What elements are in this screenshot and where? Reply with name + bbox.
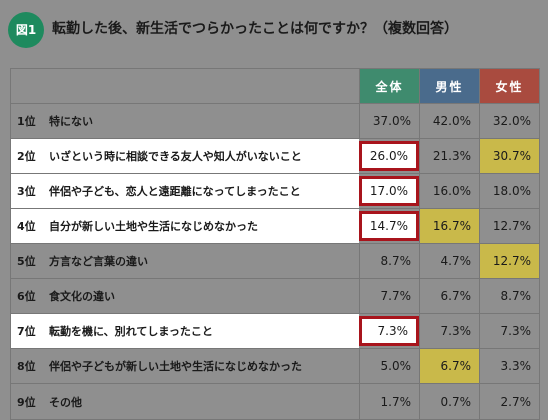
- rank: 6位: [17, 290, 36, 303]
- cell-male: 42.0%: [419, 104, 479, 138]
- header-blank: [11, 69, 359, 103]
- item-text: 食文化の違い: [49, 290, 115, 303]
- row-label: 5位 方言など言葉の違い: [11, 244, 359, 278]
- cell-all: 5.0%: [359, 349, 419, 383]
- rank: 7位: [17, 325, 36, 338]
- cell-all: 8.7%: [359, 244, 419, 278]
- cell-female: 12.7%: [479, 209, 539, 243]
- table-row: 7位 転勤を機に、別れてしまったこと 7.3% 7.3% 7.3%: [11, 314, 539, 349]
- table-row: 3位 伴侶や子ども、恋人と遠距離になってしまったこと 17.0% 16.0% 18…: [11, 174, 539, 209]
- row-label: 1位 特にない: [11, 104, 359, 138]
- cell-all: 26.0%: [359, 141, 419, 171]
- row-label: 6位 食文化の違い: [11, 279, 359, 313]
- item-text: 伴侶や子どもが新しい土地や生活になじめなかった: [49, 360, 302, 373]
- cell-female: 12.7%: [479, 244, 539, 278]
- cell-all: 1.7%: [359, 384, 419, 419]
- table-row: 4位 自分が新しい土地や生活になじめなかった 14.7% 16.7% 12.7%: [11, 209, 539, 244]
- row-label: 9位 その他: [11, 384, 359, 419]
- item-text: いざという時に相談できる友人や知人がいないこと: [49, 150, 302, 163]
- table-row: 2位 いざという時に相談できる友人や知人がいないこと 26.0% 21.3% 30…: [11, 139, 539, 174]
- cell-male: 0.7%: [419, 384, 479, 419]
- row-label: 8位 伴侶や子どもが新しい土地や生活になじめなかった: [11, 349, 359, 383]
- item-text: 自分が新しい土地や生活になじめなかった: [49, 220, 258, 233]
- row-label: 4位 自分が新しい土地や生活になじめなかった: [11, 209, 359, 243]
- cell-female: 18.0%: [479, 174, 539, 208]
- figure-badge: 図1: [8, 12, 44, 48]
- column-header-male: 男性: [419, 69, 479, 103]
- cell-female: 32.0%: [479, 104, 539, 138]
- cell-male: 7.3%: [419, 314, 479, 348]
- cell-male: 6.7%: [419, 349, 479, 383]
- cell-female: 2.7%: [479, 384, 539, 419]
- rank: 5位: [17, 255, 36, 268]
- header: 図1 転勤した後、新生活でつらかったことは何ですか？（複数回答）: [0, 0, 548, 58]
- cell-female: 7.3%: [479, 314, 539, 348]
- item-text: 特にない: [49, 115, 93, 128]
- cell-all: 7.3%: [359, 316, 419, 346]
- table-row: 5位 方言など言葉の違い 8.7% 4.7% 12.7%: [11, 244, 539, 279]
- cell-female: 8.7%: [479, 279, 539, 313]
- cell-female: 30.7%: [479, 139, 539, 173]
- item-text: 方言など言葉の違い: [49, 255, 148, 268]
- item-text: 伴侶や子ども、恋人と遠距離になってしまったこと: [49, 185, 301, 198]
- cell-female: 3.3%: [479, 349, 539, 383]
- cell-male: 16.7%: [419, 209, 479, 243]
- column-header-all: 全体: [359, 69, 419, 103]
- row-label: 3位 伴侶や子ども、恋人と遠距離になってしまったこと: [11, 174, 359, 208]
- page-title: 転勤した後、新生活でつらかったことは何ですか？（複数回答）: [52, 21, 458, 37]
- rank: 8位: [17, 360, 36, 373]
- cell-all: 17.0%: [359, 176, 419, 206]
- rank: 4位: [17, 220, 36, 233]
- row-label: 7位 転勤を機に、別れてしまったこと: [11, 314, 359, 348]
- table-row: 6位 食文化の違い 7.7% 6.7% 8.7%: [11, 279, 539, 314]
- rank: 9位: [17, 395, 36, 409]
- table-row: 1位 特にない 37.0% 42.0% 32.0%: [11, 104, 539, 139]
- cell-male: 21.3%: [419, 139, 479, 173]
- table-row: 8位 伴侶や子どもが新しい土地や生活になじめなかった 5.0% 6.7% 3.3%: [11, 349, 539, 384]
- cell-male: 16.0%: [419, 174, 479, 208]
- column-header-female: 女性: [479, 69, 539, 103]
- row-label: 2位 いざという時に相談できる友人や知人がいないこと: [11, 139, 359, 173]
- table-row: 9位 その他 1.7% 0.7% 2.7%: [11, 384, 539, 419]
- cell-male: 6.7%: [419, 279, 479, 313]
- rank: 1位: [17, 115, 36, 128]
- cell-all: 7.7%: [359, 279, 419, 313]
- rank: 3位: [17, 185, 36, 198]
- item-text: その他: [49, 395, 82, 409]
- cell-male: 4.7%: [419, 244, 479, 278]
- rank: 2位: [17, 150, 36, 163]
- results-table: 全体 男性 女性 1位 特にない 37.0% 42.0% 32.0% 2位 いざとい…: [10, 68, 540, 420]
- table-header-row: 全体 男性 女性: [11, 69, 539, 104]
- item-text: 転勤を機に、別れてしまったこと: [49, 325, 213, 338]
- cell-all: 37.0%: [359, 104, 419, 138]
- cell-all: 14.7%: [359, 211, 419, 241]
